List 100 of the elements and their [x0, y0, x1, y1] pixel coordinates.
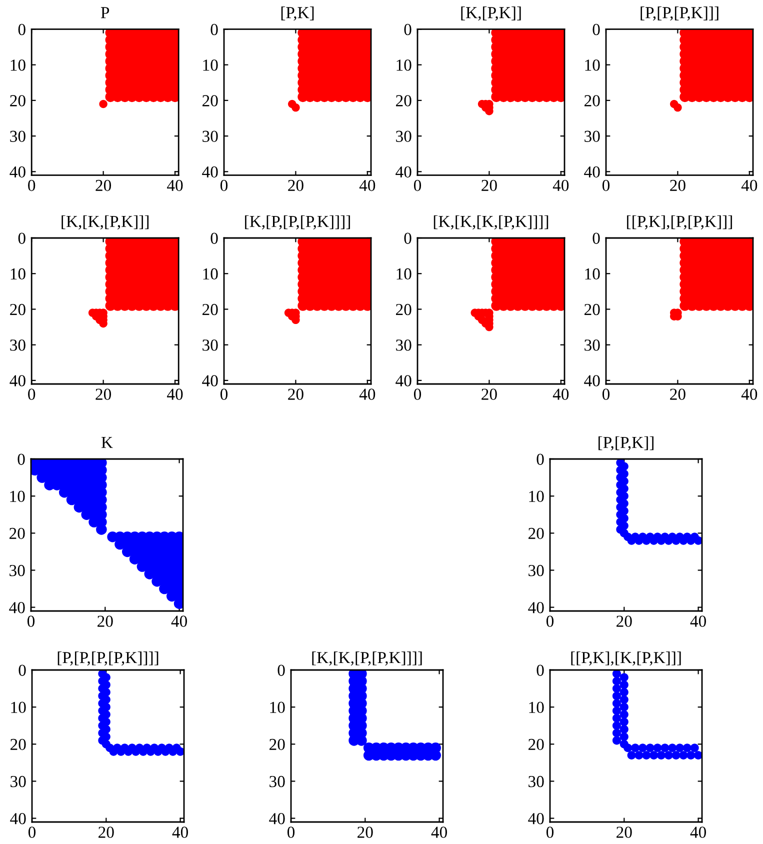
chart-title: [[P,K],[K,[P,K]]]: [571, 651, 681, 666]
y-tick-label: 20: [584, 304, 600, 316]
x-tick-label: 20: [288, 180, 304, 192]
chart-title: [K,[K,[P,K]]]: [62, 215, 149, 230]
y-tick-label: 20: [10, 304, 26, 316]
x-tick-label: 40: [552, 180, 569, 192]
y-tick-label: 10: [529, 702, 544, 714]
y-tick-label: 10: [203, 60, 218, 71]
y-tick-label: 10: [10, 268, 26, 280]
x-tick-label: 40: [552, 388, 569, 400]
x-tick-label: 40: [741, 388, 758, 400]
y-tick-label: 10: [529, 490, 544, 502]
x-tick-label: 0: [414, 388, 422, 400]
x-tick-label: 0: [27, 616, 35, 627]
y-tick-label: 20: [528, 738, 544, 750]
chart-title: [P,[P,[P,K]]]: [640, 6, 718, 21]
x-tick-label: 0: [602, 180, 610, 192]
x-tick-label: 20: [670, 180, 686, 192]
x-tick-label: 40: [359, 388, 376, 400]
x-tick-label: 0: [287, 826, 295, 838]
chart-title: [K,[P,K]]: [461, 6, 521, 21]
chart-title: [K,[K,[P,[P,K]]]]: [312, 651, 422, 666]
y-tick-label: 10: [10, 490, 25, 502]
x-tick-label: 20: [482, 180, 497, 192]
x-tick-label: 20: [96, 388, 112, 400]
y-tick-label: 0: [536, 664, 544, 676]
y-tick-label: 0: [18, 232, 26, 244]
y-tick-label: 30: [10, 776, 26, 788]
y-tick-label: 20: [10, 528, 25, 540]
y-tick-label: 10: [270, 702, 285, 714]
y-tick-label: 40: [9, 602, 25, 614]
x-tick-label: 0: [414, 180, 422, 192]
chart-title: [K,[P,[P,[P,K]]]]: [245, 215, 350, 230]
x-tick-label: 20: [616, 616, 632, 627]
x-tick-label: 20: [98, 826, 114, 838]
chart-title: [P,[P,K]]: [598, 436, 654, 450]
x-tick-label: 20: [358, 826, 373, 838]
y-tick-label: 40: [202, 375, 218, 386]
chart-title: [P,[P,[P,[P,K]]]]: [58, 651, 158, 666]
y-tick-label: 0: [210, 24, 218, 36]
y-tick-label: 0: [18, 664, 26, 676]
x-tick-label: 20: [482, 388, 497, 400]
y-tick-label: 20: [10, 95, 26, 106]
y-tick-label: 20: [584, 95, 600, 106]
y-tick-label: 40: [202, 166, 218, 178]
x-tick-label: 20: [670, 388, 686, 400]
y-tick-label: 30: [10, 130, 26, 142]
y-tick-label: 20: [202, 95, 218, 106]
chart-title: K: [101, 436, 113, 448]
y-tick-label: 0: [536, 454, 544, 465]
chart-title: [[P,K],[P,[P,K]]]: [627, 215, 732, 230]
y-tick-label: 30: [584, 340, 600, 351]
y-tick-label: 0: [404, 232, 412, 244]
x-tick-label: 20: [98, 616, 113, 627]
y-tick-label: 0: [592, 232, 600, 244]
x-tick-label: 0: [220, 180, 228, 192]
y-tick-label: 30: [202, 340, 218, 351]
y-tick-label: 0: [18, 24, 26, 36]
y-tick-label: 10: [203, 268, 218, 280]
x-tick-label: 0: [28, 826, 36, 838]
y-tick-label: 20: [528, 528, 544, 540]
chart-title: P: [100, 7, 110, 18]
y-tick-label: 30: [202, 130, 218, 142]
x-tick-label: 40: [359, 180, 376, 192]
y-tick-label: 30: [528, 776, 544, 788]
x-tick-label: 20: [616, 826, 632, 838]
y-tick-label: 10: [585, 60, 600, 71]
y-tick-label: 0: [592, 24, 600, 36]
x-tick-label: 40: [171, 616, 187, 627]
y-tick-label: 0: [18, 454, 25, 465]
y-tick-label: 30: [528, 564, 544, 576]
chart-title: [K,[K,[K,[P,K]]]]: [434, 215, 548, 230]
y-tick-label: 30: [584, 130, 600, 142]
y-tick-label: 40: [269, 812, 285, 824]
x-tick-label: 0: [602, 388, 610, 400]
x-tick-label: 40: [172, 826, 188, 838]
x-tick-label: 0: [546, 616, 554, 627]
y-tick-label: 40: [10, 375, 26, 386]
x-tick-label: 40: [690, 826, 706, 838]
x-tick-label: 0: [220, 388, 228, 400]
y-tick-label: 20: [396, 304, 412, 316]
y-tick-label: 30: [10, 564, 25, 576]
y-tick-label: 30: [396, 130, 412, 142]
x-tick-label: 0: [28, 180, 36, 192]
y-tick-label: 20: [202, 304, 218, 316]
y-tick-label: 10: [11, 702, 26, 714]
x-tick-label: 0: [28, 388, 36, 400]
y-tick-label: 20: [10, 738, 26, 750]
y-tick-label: 20: [270, 738, 285, 750]
x-tick-label: 40: [431, 826, 447, 838]
y-tick-label: 0: [404, 24, 412, 36]
y-tick-label: 40: [10, 812, 26, 824]
y-tick-label: 10: [585, 268, 600, 280]
y-tick-label: 30: [270, 776, 285, 788]
y-tick-label: 0: [210, 232, 218, 244]
x-tick-label: 20: [96, 180, 112, 192]
y-tick-label: 20: [396, 95, 412, 106]
y-tick-label: 30: [10, 340, 26, 351]
x-tick-label: 40: [741, 180, 758, 192]
x-tick-label: 40: [690, 616, 706, 627]
